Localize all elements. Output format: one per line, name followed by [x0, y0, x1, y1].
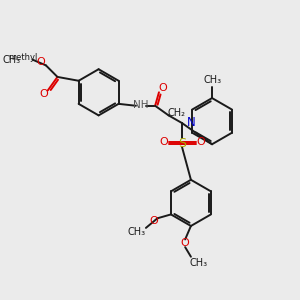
Text: O: O — [40, 89, 48, 99]
Text: O: O — [158, 83, 167, 94]
Text: NH: NH — [133, 100, 148, 110]
Text: methyl: methyl — [8, 53, 38, 62]
Text: O: O — [37, 56, 46, 67]
Text: CH₃: CH₃ — [190, 257, 208, 268]
Text: S: S — [178, 137, 186, 150]
Text: N: N — [187, 116, 196, 129]
Text: CH₂: CH₂ — [167, 109, 185, 118]
Text: O: O — [196, 137, 205, 147]
Text: CH₃: CH₃ — [127, 227, 146, 237]
Text: CH₃: CH₃ — [3, 55, 21, 64]
Text: CH₃: CH₃ — [203, 75, 221, 85]
Text: O: O — [181, 238, 190, 248]
Text: O: O — [159, 137, 168, 147]
Text: O: O — [149, 216, 158, 226]
